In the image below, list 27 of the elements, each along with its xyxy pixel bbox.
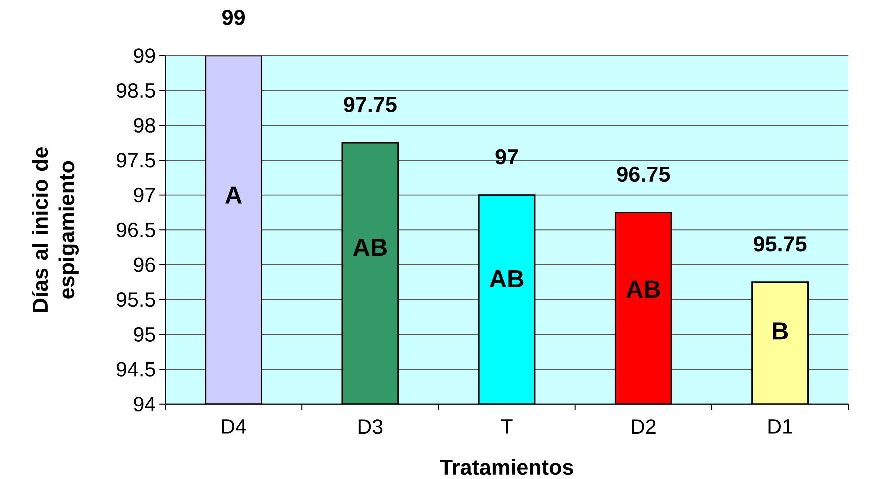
data-label: 99 [222,10,246,26]
y-tick-label: 97 [134,188,156,203]
y-tick-label: 97.5 [116,153,156,168]
data-label: 97.75 [344,97,397,112]
annotation: AB [353,239,388,256]
annotation: AB [626,280,660,298]
y-tick-label: 94.5 [116,362,156,377]
data-label: 95.75 [754,236,807,252]
x-tick-label: D2 [632,420,656,434]
y-tick-label: 96 [134,258,156,272]
annotation: AB [490,270,524,288]
x-tick-label: D1 [768,420,792,434]
y-tick-label: 96.5 [116,222,156,238]
x-tick-label: T [501,420,513,434]
y-tick-label: 98 [134,118,156,133]
annotation: B [773,322,788,340]
y-axis-title: Días al inicio de espigamiento [32,148,80,312]
y-tick-label: 94 [134,397,156,412]
data-label: 96.75 [617,166,670,182]
y-tick-label: 95 [134,327,156,342]
x-tick-label: D3 [358,420,383,434]
y-tick-label: 99 [134,48,156,64]
y-tick-label: 95.5 [116,292,156,308]
y-tick-label: 98.5 [116,84,156,98]
annotation: A [226,186,242,204]
x-axis-title: Tratamientos [440,459,574,476]
x-tick-label: D4 [222,420,246,434]
